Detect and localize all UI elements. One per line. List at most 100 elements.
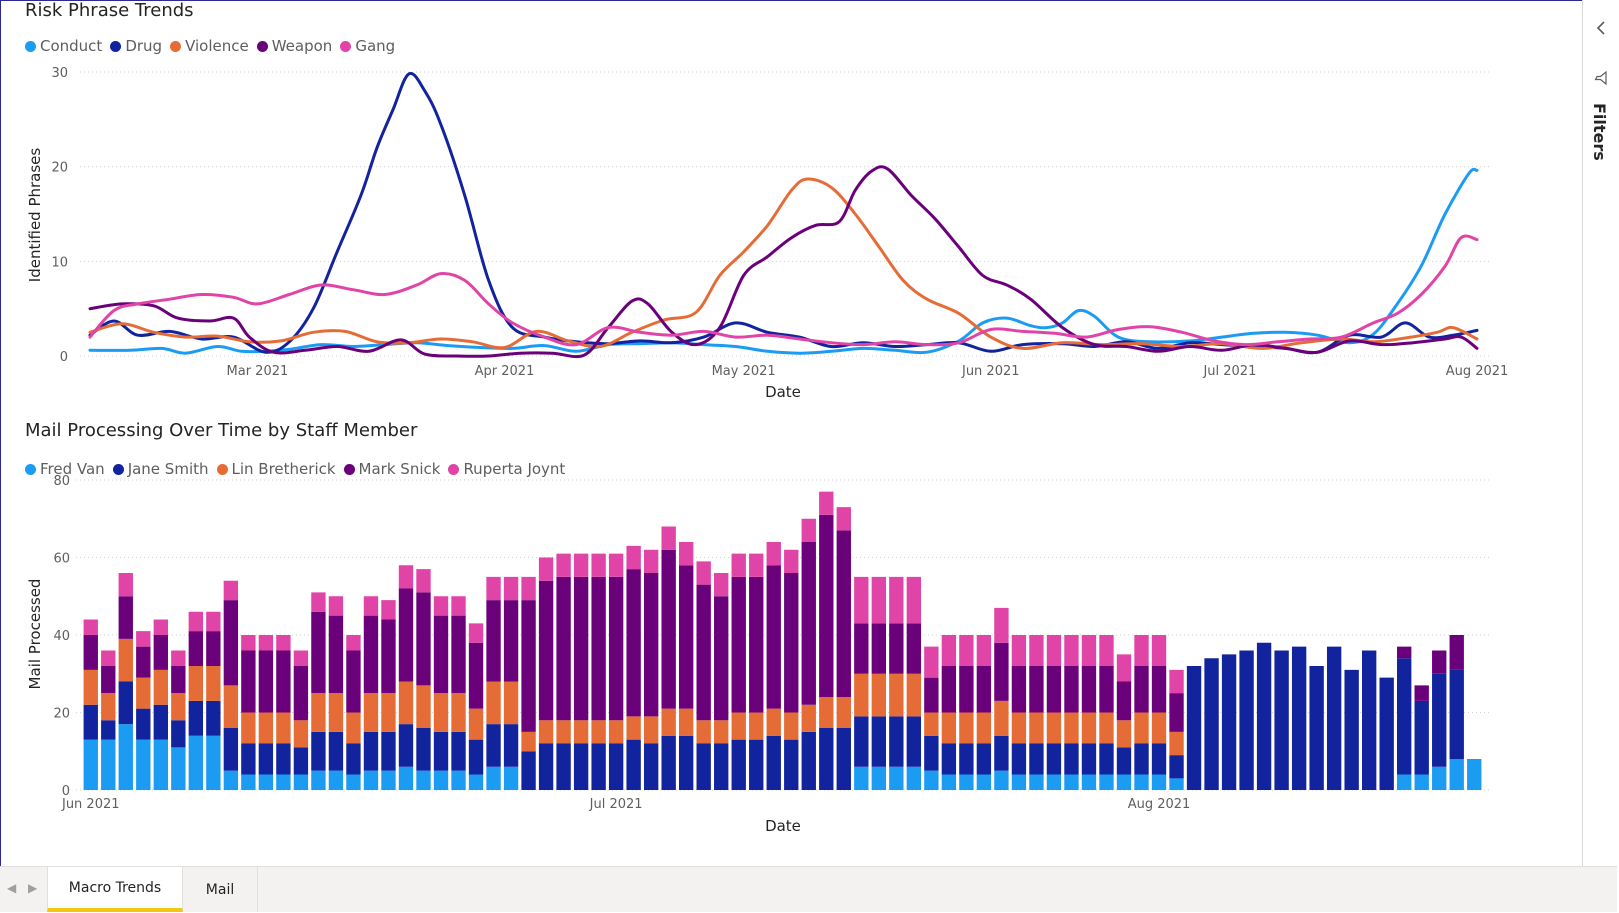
bar-segment-fred-van[interactable] xyxy=(906,766,922,790)
bar-segment-lin-bretherick[interactable] xyxy=(538,720,554,744)
bar-segment-jane-smith[interactable] xyxy=(556,743,571,791)
series-line-weapon[interactable] xyxy=(88,165,1479,359)
legend-item-ruperta-joynt[interactable]: Ruperta Joynt xyxy=(448,460,565,478)
bar-segment-jane-smith[interactable] xyxy=(1344,669,1359,791)
bar-segment-jane-smith[interactable] xyxy=(679,735,694,790)
bar-segment-jane-smith[interactable] xyxy=(1449,669,1464,760)
bar-segment-mark-snick[interactable] xyxy=(643,573,659,717)
bar-segment-fred-van[interactable] xyxy=(976,774,992,791)
bar-segment-fred-van[interactable] xyxy=(889,766,904,790)
bar-segment-mark-snick[interactable] xyxy=(433,615,449,694)
bar-segment-jane-smith[interactable] xyxy=(871,716,886,767)
bar-segment-fred-van[interactable] xyxy=(398,766,414,790)
bar-segment-lin-bretherick[interactable] xyxy=(1046,712,1062,744)
bar-segment-mark-snick[interactable] xyxy=(608,576,624,721)
bar-segment-jane-smith[interactable] xyxy=(328,731,344,771)
bar-segment-lin-bretherick[interactable] xyxy=(188,666,204,701)
bar-segment-mark-snick[interactable] xyxy=(661,549,676,709)
bar-segment-mark-snick[interactable] xyxy=(276,650,291,713)
bar-segment-lin-bretherick[interactable] xyxy=(556,720,571,744)
bar-segment-mark-snick[interactable] xyxy=(381,619,396,694)
legend-item-weapon[interactable]: Weapon xyxy=(256,37,332,55)
bar-segment-lin-bretherick[interactable] xyxy=(661,708,676,736)
bar-segment-ruperta-joynt[interactable] xyxy=(871,576,886,624)
bar-segment-mark-snick[interactable] xyxy=(556,576,571,721)
bar-segment-jane-smith[interactable] xyxy=(1186,666,1202,790)
bar-segment-lin-bretherick[interactable] xyxy=(293,720,309,748)
bar-segment-jane-smith[interactable] xyxy=(976,743,992,775)
bar-segment-mark-snick[interactable] xyxy=(223,600,239,686)
bar-segment-fred-van[interactable] xyxy=(153,739,168,791)
bar-segment-mark-snick[interactable] xyxy=(1151,666,1167,713)
bar-segment-mark-snick[interactable] xyxy=(959,666,974,713)
bar-segment-mark-snick[interactable] xyxy=(889,623,904,674)
bar-segment-fred-van[interactable] xyxy=(223,770,239,791)
bar-segment-lin-bretherick[interactable] xyxy=(311,693,326,732)
bar-segment-fred-van[interactable] xyxy=(171,747,186,791)
bar-segment-jane-smith[interactable] xyxy=(854,716,869,767)
bar-segment-mark-snick[interactable] xyxy=(976,666,992,713)
bar-segment-jane-smith[interactable] xyxy=(1169,755,1184,779)
bar-segment-mark-snick[interactable] xyxy=(854,623,869,674)
bar-segment-fred-van[interactable] xyxy=(433,770,449,791)
bar-segment-ruperta-joynt[interactable] xyxy=(556,553,571,577)
bar-segment-fred-van[interactable] xyxy=(451,770,466,791)
bar-segment-mark-snick[interactable] xyxy=(346,650,361,713)
bar-segment-fred-van[interactable] xyxy=(1046,774,1062,791)
bar-segment-lin-bretherick[interactable] xyxy=(924,712,939,736)
bar-segment-jane-smith[interactable] xyxy=(171,720,186,748)
bar-segment-lin-bretherick[interactable] xyxy=(486,681,501,725)
bar-segment-lin-bretherick[interactable] xyxy=(398,681,414,725)
bar-segment-mark-snick[interactable] xyxy=(503,600,519,682)
bar-segment-fred-van[interactable] xyxy=(346,774,361,791)
bar-segment-jane-smith[interactable] xyxy=(626,739,641,791)
bar-segment-ruperta-joynt[interactable] xyxy=(836,507,851,531)
bar-segment-jane-smith[interactable] xyxy=(924,735,939,771)
bar-segment-ruperta-joynt[interactable] xyxy=(626,545,641,570)
bar-segment-mark-snick[interactable] xyxy=(258,650,274,713)
bar-segment-mark-snick[interactable] xyxy=(626,569,641,717)
bar-segment-ruperta-joynt[interactable] xyxy=(643,549,659,573)
bar-segment-jane-smith[interactable] xyxy=(1309,666,1324,790)
bar-segment-lin-bretherick[interactable] xyxy=(1099,712,1114,744)
bar-segment-mark-snick[interactable] xyxy=(328,615,344,694)
bar-segment-fred-van[interactable] xyxy=(136,739,151,791)
bar-segment-lin-bretherick[interactable] xyxy=(573,720,589,744)
bar-segment-jane-smith[interactable] xyxy=(1099,743,1114,775)
bar-segment-lin-bretherick[interactable] xyxy=(433,693,449,732)
bar-segment-ruperta-joynt[interactable] xyxy=(171,650,186,667)
bar-segment-mark-snick[interactable] xyxy=(1011,666,1027,713)
bar-segment-ruperta-joynt[interactable] xyxy=(941,635,957,666)
bar-segment-fred-van[interactable] xyxy=(1169,778,1184,791)
bar-segment-lin-bretherick[interactable] xyxy=(889,673,904,717)
bar-segment-lin-bretherick[interactable] xyxy=(83,669,98,705)
bar-segment-ruperta-joynt[interactable] xyxy=(1151,635,1167,666)
bar-segment-jane-smith[interactable] xyxy=(1274,650,1289,791)
bar-segment-lin-bretherick[interactable] xyxy=(871,673,886,717)
bar-segment-ruperta-joynt[interactable] xyxy=(608,553,624,577)
bar-segment-lin-bretherick[interactable] xyxy=(206,666,221,701)
bar-segment-lin-bretherick[interactable] xyxy=(503,681,519,725)
bar-segment-ruperta-joynt[interactable] xyxy=(83,619,98,636)
bar-segment-ruperta-joynt[interactable] xyxy=(468,623,484,643)
bar-segment-mark-snick[interactable] xyxy=(924,677,939,713)
bar-segment-mark-snick[interactable] xyxy=(714,596,729,721)
bar-segment-lin-bretherick[interactable] xyxy=(784,712,799,740)
bar-segment-ruperta-joynt[interactable] xyxy=(819,491,834,515)
bar-segment-mark-snick[interactable] xyxy=(1432,650,1447,674)
bar-segment-ruperta-joynt[interactable] xyxy=(293,650,309,667)
bar-segment-jane-smith[interactable] xyxy=(1151,743,1167,775)
triangle-left-icon[interactable]: ◀ xyxy=(7,881,17,895)
bar-segment-mark-snick[interactable] xyxy=(188,631,204,667)
bar-segment-jane-smith[interactable] xyxy=(819,728,834,790)
bar-segment-fred-van[interactable] xyxy=(503,766,519,790)
bar-segment-mark-snick[interactable] xyxy=(398,588,414,682)
bar-segment-ruperta-joynt[interactable] xyxy=(854,576,869,624)
series-line-gang[interactable] xyxy=(88,234,1479,347)
legend-item-conduct[interactable]: Conduct xyxy=(25,37,102,55)
bar-segment-ruperta-joynt[interactable] xyxy=(889,576,904,624)
bar-segment-fred-van[interactable] xyxy=(241,774,256,791)
bar-segment-lin-bretherick[interactable] xyxy=(643,716,659,744)
bar-segment-mark-snick[interactable] xyxy=(1046,666,1062,713)
bar-segment-lin-bretherick[interactable] xyxy=(136,677,151,709)
